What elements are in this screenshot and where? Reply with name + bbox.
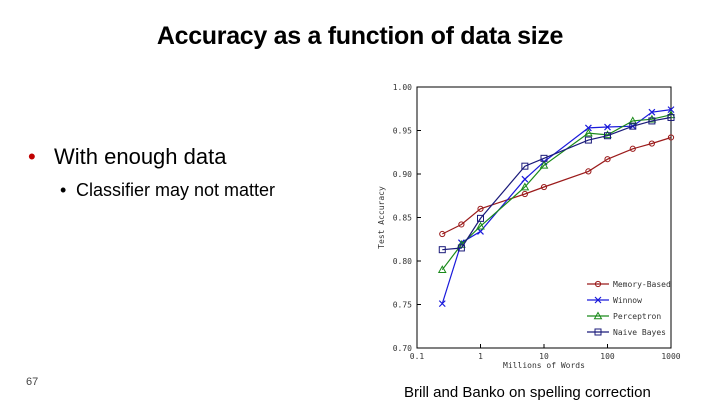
legend-entry: Naive Bayes bbox=[613, 328, 666, 337]
chart-caption: Brill and Banko on spelling correction bbox=[404, 384, 651, 401]
data-point bbox=[457, 244, 465, 252]
data-point bbox=[438, 300, 446, 308]
data-point bbox=[629, 122, 637, 130]
data-point bbox=[439, 230, 446, 238]
series-line-1 bbox=[441, 109, 672, 304]
data-point bbox=[437, 265, 447, 273]
series-line-2 bbox=[441, 114, 672, 271]
data-point bbox=[667, 106, 675, 114]
data-point bbox=[539, 160, 549, 169]
bullet-item-1: • With enough data bbox=[28, 144, 275, 170]
bullet-list: • With enough data • Classifier may not … bbox=[28, 144, 275, 201]
data-point bbox=[604, 132, 611, 140]
legend-entry: Perceptron bbox=[613, 312, 661, 321]
data-point bbox=[584, 128, 593, 137]
x-tick-label: 1 bbox=[478, 352, 483, 361]
data-point bbox=[540, 183, 548, 191]
data-point bbox=[477, 205, 484, 212]
data-point bbox=[628, 116, 638, 125]
data-point bbox=[604, 156, 611, 163]
data-point bbox=[458, 221, 465, 228]
page-number: 67 bbox=[26, 376, 39, 388]
data-point bbox=[477, 214, 484, 222]
bullet-text-1: With enough data bbox=[54, 144, 227, 169]
x-tick-label: 100 bbox=[600, 352, 615, 361]
data-point bbox=[521, 162, 529, 170]
data-point bbox=[648, 140, 655, 147]
data-point bbox=[521, 190, 528, 198]
data-point bbox=[667, 134, 675, 141]
data-point bbox=[647, 114, 657, 123]
data-point bbox=[540, 154, 548, 162]
data-point bbox=[648, 108, 656, 116]
y-axis-label: Test Accuracy bbox=[377, 186, 386, 249]
data-point bbox=[521, 175, 529, 183]
data-point bbox=[648, 117, 656, 125]
accuracy-chart: 0.70 0.75 0.80 0.85 0.90 0.95 1.00 0.1 1 10 100 100… bbox=[377, 83, 681, 370]
y-tick-label: 0.70 bbox=[393, 344, 412, 353]
bullet-text-2: Classifier may not matter bbox=[76, 180, 276, 200]
data-point bbox=[585, 168, 592, 175]
legend-marker bbox=[594, 280, 602, 288]
x-tick-label: 0.1 bbox=[410, 352, 425, 361]
data-point bbox=[629, 145, 636, 152]
data-point bbox=[584, 136, 592, 144]
data-point bbox=[604, 123, 611, 131]
bullet-dot-red: • bbox=[28, 144, 36, 169]
bullet-dot-black: • bbox=[60, 180, 67, 200]
data-point bbox=[476, 221, 485, 230]
y-tick-label: 1.00 bbox=[393, 83, 412, 92]
y-tick-label: 0.90 bbox=[393, 170, 412, 179]
data-point bbox=[584, 124, 592, 132]
data-point bbox=[438, 246, 446, 254]
data-point bbox=[520, 182, 530, 191]
x-tick-label: 10 bbox=[539, 352, 549, 361]
y-tick-label: 0.80 bbox=[393, 257, 412, 266]
x-axis-label: Millions of Words bbox=[503, 361, 585, 370]
series-line-0 bbox=[442, 136, 672, 235]
y-tick-label: 0.75 bbox=[393, 301, 412, 310]
bullet-item-2: • Classifier may not matter bbox=[60, 180, 275, 201]
y-tick-label: 0.95 bbox=[393, 127, 412, 136]
data-point bbox=[667, 113, 675, 121]
slide-title: Accuracy as a function of data size bbox=[156, 22, 564, 50]
legend-entry: Memory-Based bbox=[613, 280, 671, 289]
legend-marker bbox=[593, 311, 603, 320]
y-tick-label: 0.85 bbox=[393, 214, 412, 223]
series-line-3 bbox=[442, 116, 672, 251]
legend-entry: Winnow bbox=[613, 296, 642, 305]
legend-marker bbox=[594, 296, 602, 304]
x-tick-label: 1000 bbox=[661, 352, 680, 361]
legend-marker bbox=[594, 328, 602, 336]
